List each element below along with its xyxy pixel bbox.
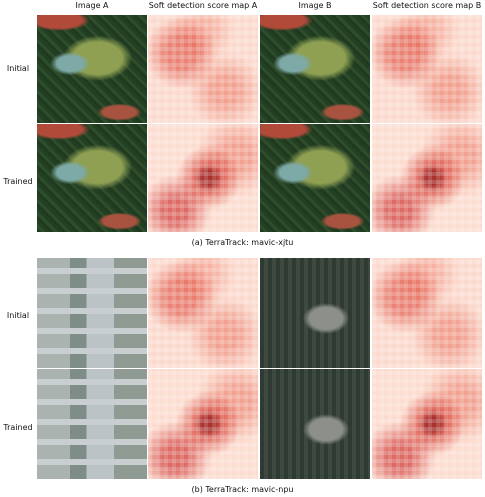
- score-map: [148, 15, 258, 123]
- aerial-image: [37, 15, 147, 123]
- aerial-image: [37, 369, 147, 479]
- caption: (a) TerraTrack: mavic-xjtu: [191, 238, 294, 247]
- aerial-image: [37, 124, 147, 232]
- aerial-image: [37, 258, 147, 368]
- aerial-image: [260, 15, 370, 123]
- score-map: [372, 369, 482, 479]
- score-map: [372, 124, 482, 232]
- caption: (b) TerraTrack: mavic-npu: [191, 485, 294, 494]
- aerial-image: [260, 369, 370, 479]
- score-map: [148, 124, 258, 232]
- row-label: Initial: [6, 64, 30, 73]
- column-header: Soft detection score map A: [148, 1, 258, 10]
- aerial-image: [260, 258, 370, 368]
- row-label: Trained: [3, 423, 33, 432]
- row-label: Trained: [3, 177, 33, 186]
- score-map: [148, 258, 258, 368]
- column-header: Soft detection score map B: [372, 1, 482, 10]
- aerial-image: [260, 124, 370, 232]
- score-map: [372, 15, 482, 123]
- column-header: Image A: [75, 1, 109, 10]
- column-header: Image B: [298, 1, 332, 10]
- score-map: [148, 369, 258, 479]
- row-label: Initial: [6, 311, 30, 320]
- score-map: [372, 258, 482, 368]
